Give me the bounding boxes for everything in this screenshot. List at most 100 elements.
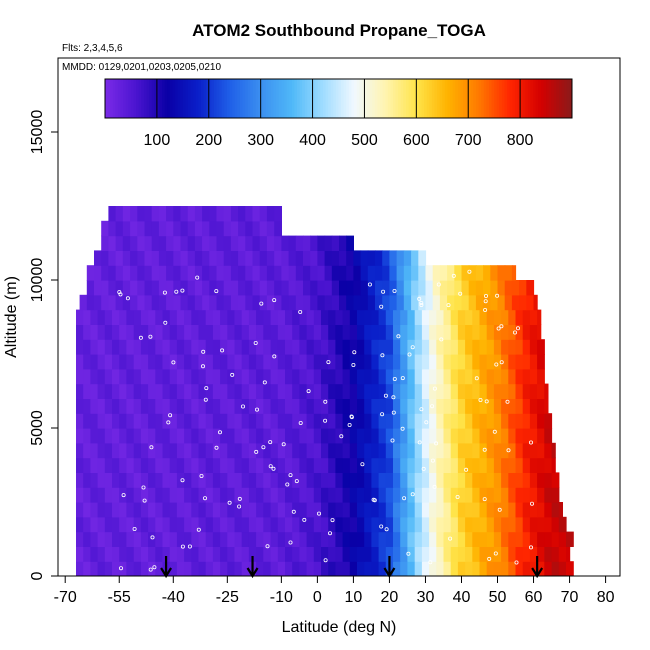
heat-cell [97, 457, 106, 473]
colorbar-segment [229, 79, 233, 118]
heat-cell [119, 442, 127, 459]
heat-cell [529, 398, 538, 414]
heat-cell [133, 354, 142, 370]
colorbar-segment [535, 79, 539, 118]
heat-cell [551, 487, 560, 503]
heat-cell [385, 502, 394, 518]
sample-point [180, 478, 185, 483]
heat-cell [436, 339, 445, 355]
heat-cell [421, 561, 430, 576]
colorbar-segment [473, 79, 477, 118]
heat-cell [385, 398, 394, 414]
heat-cell [393, 561, 401, 576]
heat-cell [209, 235, 218, 251]
heat-cell [277, 502, 286, 518]
heat-cell [472, 428, 481, 444]
heat-cell [349, 398, 358, 414]
heat-cell [443, 354, 452, 370]
sample-point [446, 303, 451, 308]
heat-cell [335, 368, 344, 385]
heat-cell [486, 354, 495, 370]
heat-cell [191, 546, 200, 562]
heat-cell [393, 428, 401, 444]
heat-cell [396, 294, 405, 311]
heat-cell [310, 294, 318, 311]
heat-cell [457, 457, 466, 473]
heat-cell [259, 250, 268, 266]
heat-cell [324, 250, 333, 266]
heat-cell [418, 265, 427, 281]
heat-cell [285, 516, 293, 533]
heat-cell [194, 250, 203, 266]
heat-cell [364, 546, 372, 562]
sample-point [142, 498, 147, 503]
heat-cell [241, 502, 250, 518]
sample-point [298, 420, 303, 425]
heat-cell [263, 561, 272, 576]
colorbar-segment [239, 79, 243, 118]
heat-cell [357, 428, 365, 444]
heat-cell [169, 472, 178, 488]
heat-cell [371, 546, 380, 562]
heat-cell [364, 516, 372, 533]
heat-cell [321, 428, 329, 444]
colorbar-segment [169, 79, 173, 118]
heat-cell [212, 413, 221, 429]
heat-cell [558, 502, 563, 518]
colorbar-segment [431, 79, 435, 118]
colorbar-segment [481, 79, 485, 118]
heat-cell [212, 309, 221, 325]
heat-cell [285, 339, 293, 355]
colorbar-segment [359, 79, 363, 118]
heat-cell [349, 516, 358, 533]
heat-cell [155, 457, 164, 473]
heat-cell [212, 442, 221, 459]
heat-cell [508, 457, 517, 473]
colorbar-segment [411, 79, 415, 118]
heat-cell [97, 472, 106, 488]
heat-cell [465, 531, 473, 547]
heat-cell [90, 546, 99, 562]
heat-cell [493, 309, 502, 325]
heat-cell [349, 354, 358, 370]
heat-cell [140, 516, 149, 533]
heat-cell [439, 265, 448, 281]
colorbar-segment [439, 79, 443, 118]
heat-cell [270, 309, 279, 325]
heat-cell [180, 280, 189, 296]
sample-point [294, 479, 299, 484]
heat-cell [158, 206, 167, 222]
heat-cell [331, 280, 340, 296]
heat-cell [104, 531, 113, 547]
heat-cell [407, 442, 416, 459]
heat-cell [457, 561, 466, 576]
heat-cell [360, 280, 369, 296]
heat-cell [176, 442, 185, 459]
heat-cell [151, 280, 160, 296]
heat-cell [328, 428, 336, 444]
colorbar-segment [437, 79, 441, 118]
heat-cell [357, 502, 365, 518]
heat-cell [465, 428, 473, 444]
heat-cell [486, 324, 495, 340]
heat-cell [112, 413, 120, 429]
colorbar-segment [224, 79, 228, 118]
heat-cell [169, 339, 178, 355]
heat-cell [429, 368, 437, 385]
heat-cell [357, 516, 365, 533]
colorbar-segment [185, 79, 189, 118]
colorbar-segment [540, 79, 544, 118]
heat-cell [277, 324, 286, 340]
heat-cell [414, 502, 423, 518]
colorbar-segment [385, 79, 389, 118]
colorbar-segment [188, 79, 192, 118]
heat-cell [342, 354, 351, 370]
heat-cell [328, 398, 336, 414]
heat-cell [148, 457, 156, 473]
heat-cell [234, 354, 243, 370]
colorbar-segment [556, 79, 560, 118]
sample-point [421, 466, 426, 471]
heat-cell [241, 368, 250, 385]
heat-cell [266, 280, 275, 296]
